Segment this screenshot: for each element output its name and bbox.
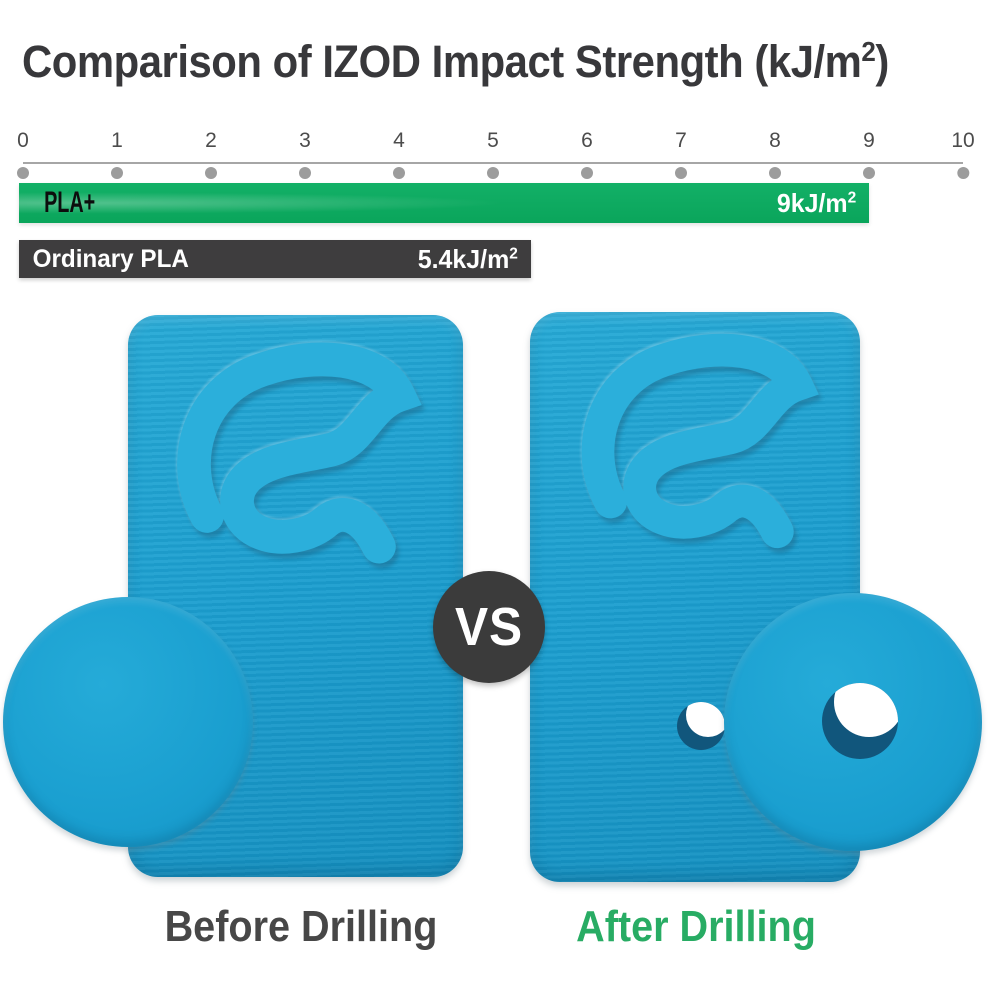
axis-tick-dot	[956, 167, 969, 179]
axis-tick-label: 4	[393, 129, 405, 152]
page-title-superscript: 2	[861, 36, 876, 67]
axis-tick-dot	[487, 167, 499, 179]
leaf-e-logo-icon	[581, 333, 819, 549]
drill-hole-large	[822, 683, 898, 759]
axis-tick-dot	[581, 167, 593, 179]
axis-tick-label: 1	[111, 129, 123, 152]
axis-tick-label: 7	[675, 129, 687, 152]
bar-pla-plus: PLA+ 9kJ/m2	[19, 183, 869, 223]
axis-tick-label: 10	[951, 129, 975, 152]
leaf-e-logo-icon	[177, 342, 422, 564]
page-title-suffix: )	[875, 36, 889, 87]
axis-tick-label: 9	[863, 129, 875, 152]
axis-tick-dot	[111, 167, 123, 179]
axis-tick-7: 7	[675, 130, 687, 179]
axis-tick-1: 1	[111, 130, 123, 179]
axis-tick-2: 2	[205, 130, 217, 179]
axis-tick-label: 6	[581, 129, 593, 152]
drill-hole-small-highlight	[686, 702, 725, 737]
axis-tick-label: 0	[17, 129, 29, 152]
bar-value-pla-plus: 9kJ/m2	[777, 188, 869, 219]
axis-tick-dot	[863, 167, 875, 179]
axis-tick-4: 4	[393, 130, 405, 179]
drill-hole-large-highlight	[834, 683, 898, 737]
axis-tick-dot	[393, 167, 405, 179]
bar-value-pla-plus-superscript: 2	[847, 187, 857, 206]
drill-hole-small	[677, 702, 725, 750]
bar-value-pla-plus-text: 9kJ/m	[777, 187, 848, 218]
axis-tick-6: 6	[581, 130, 593, 179]
axis-tick-8: 8	[769, 130, 781, 179]
before-drilling-label: Before Drilling	[164, 902, 438, 951]
axis-tick-label: 8	[769, 129, 781, 152]
axis-tick-dot	[299, 167, 311, 179]
axis-tick-0: 0	[17, 130, 29, 179]
axis-tick-dot	[769, 167, 781, 179]
axis-tick-dot	[17, 167, 29, 179]
axis-tick-label: 2	[205, 129, 217, 152]
bar-value-ordinary-pla: 5.4kJ/m2	[418, 244, 531, 275]
axis-tick-label: 3	[299, 129, 311, 152]
axis-tick-9: 9	[863, 130, 875, 179]
bar-ordinary-pla: Ordinary PLA 5.4kJ/m2	[19, 240, 531, 278]
after-drilling-label: After Drilling	[576, 902, 816, 951]
axis-tick-3: 3	[299, 130, 311, 179]
axis-tick-dot	[675, 167, 687, 179]
axis-line	[23, 162, 963, 164]
axis-tick-10: 10	[951, 129, 975, 179]
vs-badge-text: VS	[454, 597, 524, 657]
axis-tick-5: 5	[487, 130, 499, 179]
axis-tick-label: 5	[487, 129, 499, 152]
bar-label-pla-plus: PLA+	[44, 186, 96, 219]
printed-disc-before	[3, 597, 253, 847]
axis-tick-dot	[205, 167, 217, 179]
bar-value-ordinary-pla-text: 5.4kJ/m	[417, 243, 510, 274]
vs-badge: VS	[433, 571, 545, 683]
page-title: Comparison of IZOD Impact Strength (kJ/m…	[22, 36, 889, 88]
bar-label-ordinary-pla: Ordinary PLA	[32, 244, 189, 273]
bar-value-ordinary-pla-superscript: 2	[509, 243, 519, 262]
page-title-text: Comparison of IZOD Impact Strength (kJ/m	[22, 36, 862, 87]
